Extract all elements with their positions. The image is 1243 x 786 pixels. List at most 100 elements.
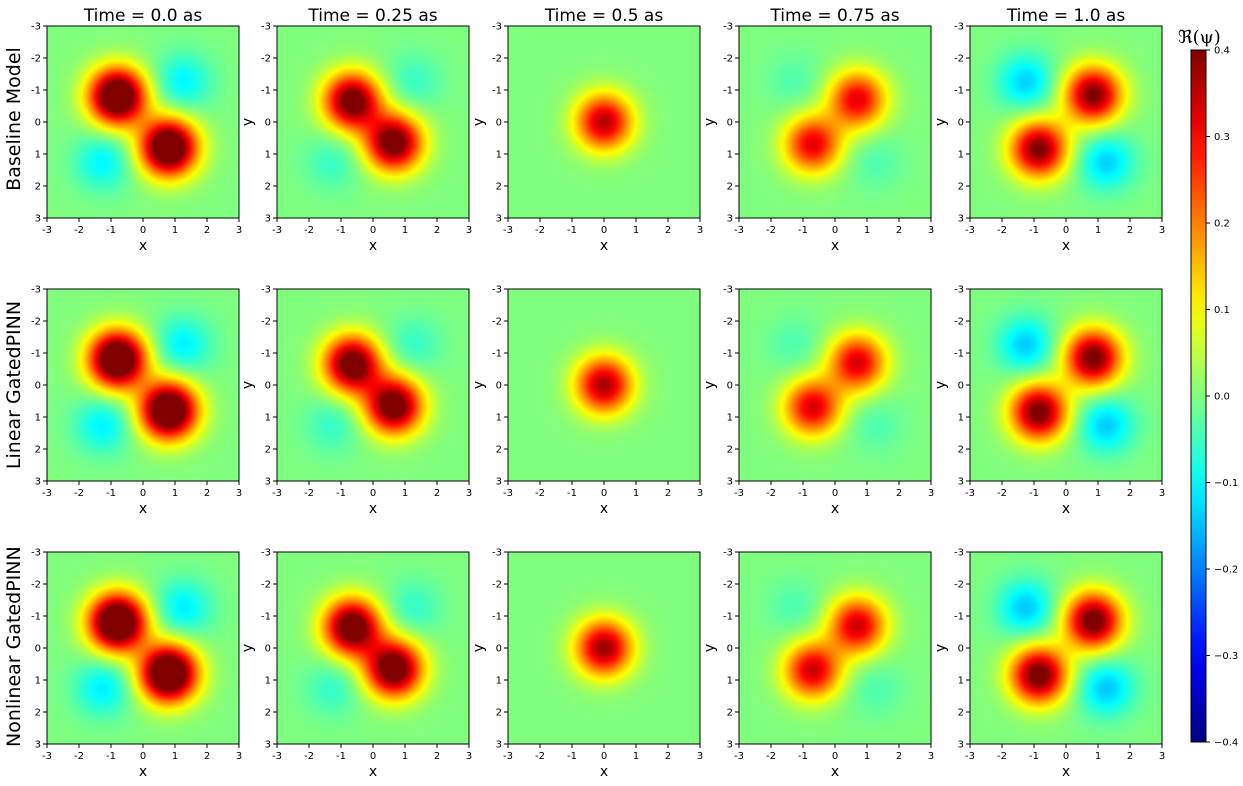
y-tick-label: -1 bbox=[31, 612, 41, 623]
y-tick-label: -3 bbox=[492, 22, 502, 33]
colorbar-tick-label: 0.3 bbox=[1214, 132, 1230, 143]
y-tick-label: -1 bbox=[492, 612, 502, 623]
y-tick-label: 2 bbox=[265, 708, 271, 719]
x-tick-label: -1 bbox=[567, 225, 577, 236]
y-tick-label: 1 bbox=[727, 413, 733, 424]
y-tick-label: 2 bbox=[727, 182, 733, 193]
y-tick-label: 2 bbox=[35, 182, 41, 193]
column-title-3: Time = 0.75 as bbox=[769, 6, 899, 26]
y-tick-label: -3 bbox=[492, 548, 502, 559]
colorbar-tick-label: −0.1 bbox=[1214, 478, 1238, 489]
y-tick-label: 1 bbox=[35, 676, 41, 687]
x-tick-label: 1 bbox=[1095, 225, 1101, 236]
y-axis-label: y bbox=[702, 381, 718, 389]
y-axis-label: y bbox=[933, 644, 949, 652]
x-tick-label: -3 bbox=[272, 751, 282, 762]
x-tick-label: -2 bbox=[997, 488, 1007, 499]
column-title-4: Time = 1.0 as bbox=[1006, 6, 1126, 26]
colorbar-tick-label: 0.0 bbox=[1214, 392, 1230, 403]
y-tick-label: 3 bbox=[496, 477, 502, 488]
x-tick-label: -2 bbox=[304, 751, 314, 762]
x-axis-label: x bbox=[1062, 764, 1070, 780]
x-tick-label: -2 bbox=[997, 751, 1007, 762]
y-tick-label: 3 bbox=[35, 214, 41, 225]
x-axis-label: x bbox=[369, 238, 377, 254]
x-tick-label: -2 bbox=[766, 225, 776, 236]
y-tick-label: 1 bbox=[496, 413, 502, 424]
y-tick-label: 3 bbox=[727, 740, 733, 751]
x-tick-label: 1 bbox=[402, 225, 408, 236]
y-tick-label: 3 bbox=[265, 214, 271, 225]
y-tick-label: 0 bbox=[35, 644, 41, 655]
x-axis-label: x bbox=[139, 764, 147, 780]
x-tick-label: 1 bbox=[633, 751, 639, 762]
x-axis-label: x bbox=[831, 764, 839, 780]
y-tick-label: -2 bbox=[723, 54, 733, 65]
x-tick-label: -1 bbox=[1029, 488, 1039, 499]
y-tick-label: 0 bbox=[727, 644, 733, 655]
x-tick-label: -3 bbox=[734, 751, 744, 762]
y-tick-label: 3 bbox=[727, 477, 733, 488]
x-tick-label: -2 bbox=[997, 225, 1007, 236]
colorbar-tick-label: −0.3 bbox=[1214, 651, 1238, 662]
x-tick-label: 2 bbox=[434, 751, 440, 762]
y-tick-label: -2 bbox=[723, 317, 733, 328]
y-tick-label: 2 bbox=[727, 445, 733, 456]
y-tick-label: -3 bbox=[31, 285, 41, 296]
y-tick-label: 2 bbox=[496, 445, 502, 456]
x-tick-label: 3 bbox=[1159, 751, 1165, 762]
y-tick-label: -3 bbox=[954, 285, 964, 296]
y-tick-label: -2 bbox=[31, 317, 41, 328]
x-tick-label: 0 bbox=[1063, 488, 1069, 499]
x-tick-label: 2 bbox=[204, 488, 210, 499]
x-tick-label: -1 bbox=[798, 488, 808, 499]
y-axis-label: y bbox=[933, 381, 949, 389]
x-tick-label: -2 bbox=[535, 751, 545, 762]
x-tick-label: 0 bbox=[140, 488, 146, 499]
x-tick-label: -3 bbox=[965, 225, 975, 236]
x-tick-label: 1 bbox=[402, 488, 408, 499]
x-tick-label: 1 bbox=[402, 751, 408, 762]
x-tick-label: 1 bbox=[864, 488, 870, 499]
x-tick-label: -1 bbox=[106, 225, 116, 236]
y-tick-label: -2 bbox=[954, 54, 964, 65]
x-tick-label: 0 bbox=[370, 751, 376, 762]
y-tick-label: 2 bbox=[958, 182, 964, 193]
y-tick-label: -2 bbox=[492, 317, 502, 328]
x-tick-label: 1 bbox=[864, 751, 870, 762]
x-axis-label: x bbox=[600, 764, 608, 780]
x-tick-label: 2 bbox=[665, 225, 671, 236]
heatmap-r2-c3 bbox=[739, 552, 931, 744]
x-tick-label: -1 bbox=[336, 751, 346, 762]
x-tick-label: -2 bbox=[74, 488, 84, 499]
y-tick-label: 2 bbox=[958, 708, 964, 719]
y-tick-label: 0 bbox=[35, 381, 41, 392]
y-tick-label: -1 bbox=[31, 86, 41, 97]
y-tick-label: 1 bbox=[958, 150, 964, 161]
x-axis-label: x bbox=[831, 501, 839, 517]
x-tick-label: -3 bbox=[42, 751, 52, 762]
x-tick-label: 1 bbox=[1095, 488, 1101, 499]
heatmap-r0-c1 bbox=[277, 26, 469, 218]
y-tick-label: 1 bbox=[727, 150, 733, 161]
x-tick-label: -3 bbox=[42, 488, 52, 499]
x-axis-label: x bbox=[600, 238, 608, 254]
x-tick-label: 3 bbox=[1159, 488, 1165, 499]
colorbar-tick-label: −0.4 bbox=[1214, 738, 1238, 749]
x-tick-label: -1 bbox=[336, 225, 346, 236]
y-tick-label: -3 bbox=[723, 22, 733, 33]
x-tick-label: 2 bbox=[896, 751, 902, 762]
x-tick-label: 2 bbox=[204, 225, 210, 236]
y-tick-label: 0 bbox=[35, 118, 41, 129]
y-tick-label: 1 bbox=[496, 150, 502, 161]
x-tick-label: -2 bbox=[535, 488, 545, 499]
x-tick-label: 2 bbox=[434, 488, 440, 499]
x-tick-label: -1 bbox=[1029, 225, 1039, 236]
heatmap-r0-c3 bbox=[739, 26, 931, 218]
x-tick-label: 1 bbox=[1095, 751, 1101, 762]
